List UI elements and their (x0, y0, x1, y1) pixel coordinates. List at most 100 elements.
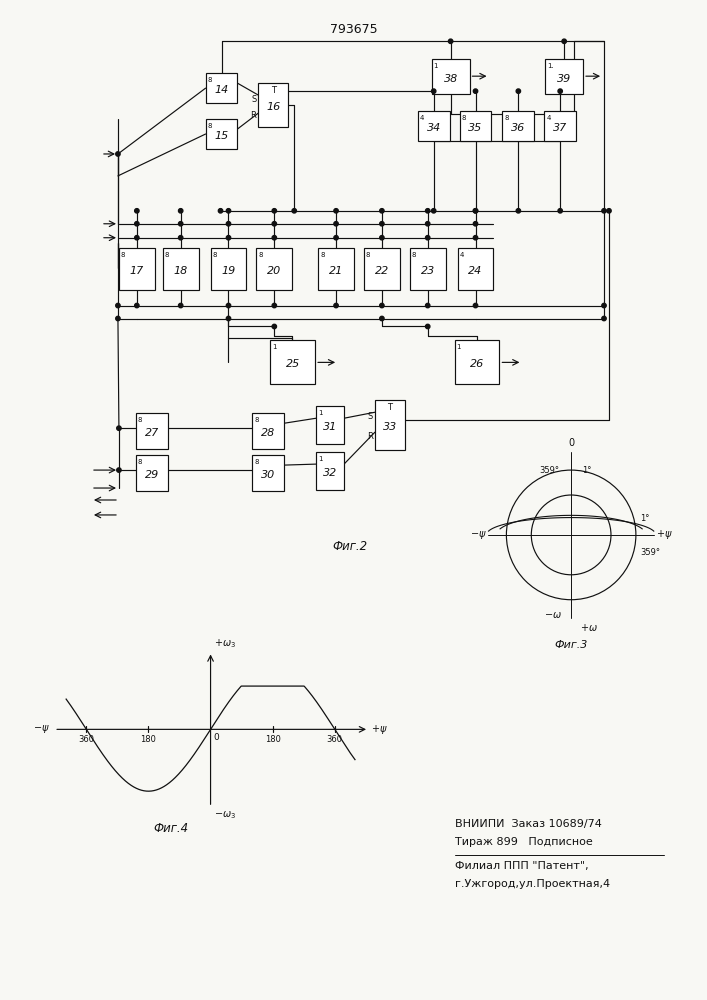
Bar (206, 73, 238, 103)
Circle shape (607, 209, 611, 213)
Circle shape (272, 236, 276, 240)
Text: 19: 19 (221, 266, 235, 276)
Text: Фиг.3: Фиг.3 (554, 640, 588, 650)
Circle shape (334, 209, 338, 213)
Text: 8: 8 (165, 252, 169, 258)
Circle shape (516, 89, 520, 93)
Text: 18: 18 (173, 266, 188, 276)
Text: 8: 8 (411, 252, 416, 258)
Circle shape (117, 426, 121, 430)
Circle shape (226, 209, 230, 213)
Text: 17: 17 (129, 266, 144, 276)
Text: 1.: 1. (547, 63, 554, 69)
Circle shape (272, 222, 276, 226)
Text: 24: 24 (469, 266, 483, 276)
Text: 1: 1 (457, 344, 461, 350)
Text: 1: 1 (318, 410, 322, 416)
Circle shape (116, 303, 120, 308)
Circle shape (116, 316, 120, 321)
Text: 359°: 359° (539, 466, 559, 475)
Text: S: S (368, 412, 373, 421)
Text: 25: 25 (286, 359, 300, 369)
Text: 37: 37 (553, 123, 567, 133)
Circle shape (292, 209, 296, 213)
Circle shape (473, 303, 478, 308)
Text: 793675: 793675 (330, 23, 378, 36)
Circle shape (426, 236, 430, 240)
Circle shape (426, 209, 430, 213)
Text: Фиг.2: Фиг.2 (332, 540, 368, 553)
Circle shape (178, 209, 183, 213)
Circle shape (334, 222, 338, 226)
Bar (375, 400, 405, 450)
Text: 4: 4 (460, 252, 464, 258)
Text: 22: 22 (375, 266, 389, 276)
Circle shape (226, 222, 230, 226)
Circle shape (380, 303, 384, 308)
Circle shape (178, 222, 183, 226)
Text: 360: 360 (327, 735, 343, 744)
Text: 8: 8 (255, 417, 259, 423)
Text: 180: 180 (264, 735, 281, 744)
Text: R: R (367, 432, 373, 441)
Bar (252, 413, 284, 449)
Text: $+\psi$: $+\psi$ (656, 528, 672, 541)
Circle shape (380, 209, 384, 213)
Circle shape (380, 236, 384, 240)
Bar (457, 248, 493, 290)
Circle shape (134, 303, 139, 308)
Circle shape (473, 209, 478, 213)
Circle shape (473, 209, 478, 213)
Text: 8: 8 (462, 115, 466, 121)
Bar (455, 340, 499, 384)
Circle shape (134, 222, 139, 226)
Bar (206, 119, 238, 149)
Text: 8: 8 (208, 77, 212, 83)
Text: 39: 39 (557, 74, 571, 84)
Text: 27: 27 (145, 428, 159, 438)
Text: $-\omega_3$: $-\omega_3$ (214, 809, 235, 821)
Text: 8: 8 (504, 115, 509, 121)
Text: 16: 16 (267, 102, 281, 112)
Text: Фиг.4: Фиг.4 (153, 822, 188, 835)
Text: $+\omega_3$: $+\omega_3$ (214, 637, 235, 650)
Circle shape (226, 316, 230, 321)
Circle shape (426, 303, 430, 308)
Bar (364, 248, 400, 290)
Text: $+\omega$: $+\omega$ (580, 622, 598, 633)
Text: 4: 4 (547, 115, 551, 121)
Circle shape (431, 89, 436, 93)
Text: $-\psi$: $-\psi$ (33, 723, 50, 735)
Circle shape (426, 222, 430, 226)
Circle shape (272, 324, 276, 329)
Text: $+\psi$: $+\psi$ (371, 723, 387, 736)
Bar (460, 111, 491, 141)
Bar (136, 413, 168, 449)
Text: 14: 14 (214, 85, 228, 95)
Text: 33: 33 (382, 422, 397, 432)
Circle shape (473, 222, 478, 226)
Text: 0: 0 (214, 733, 219, 742)
Text: 4: 4 (420, 115, 424, 121)
Bar (432, 59, 469, 94)
Text: T: T (387, 403, 392, 412)
Bar (316, 406, 344, 444)
Text: 28: 28 (261, 428, 276, 438)
Circle shape (380, 222, 384, 226)
Bar (410, 248, 445, 290)
Text: 8: 8 (213, 252, 217, 258)
Circle shape (226, 303, 230, 308)
Text: 8: 8 (138, 459, 142, 465)
Text: 38: 38 (443, 74, 457, 84)
Text: Тираж 899   Подписное: Тираж 899 Подписное (455, 837, 592, 847)
Circle shape (602, 316, 606, 321)
Text: 1: 1 (318, 456, 322, 462)
Text: 359°: 359° (640, 548, 660, 557)
Bar (258, 83, 288, 127)
Circle shape (558, 89, 562, 93)
Text: 8: 8 (255, 459, 259, 465)
Text: 26: 26 (470, 359, 484, 369)
Circle shape (334, 303, 338, 308)
Bar (418, 111, 450, 141)
Circle shape (602, 303, 606, 308)
